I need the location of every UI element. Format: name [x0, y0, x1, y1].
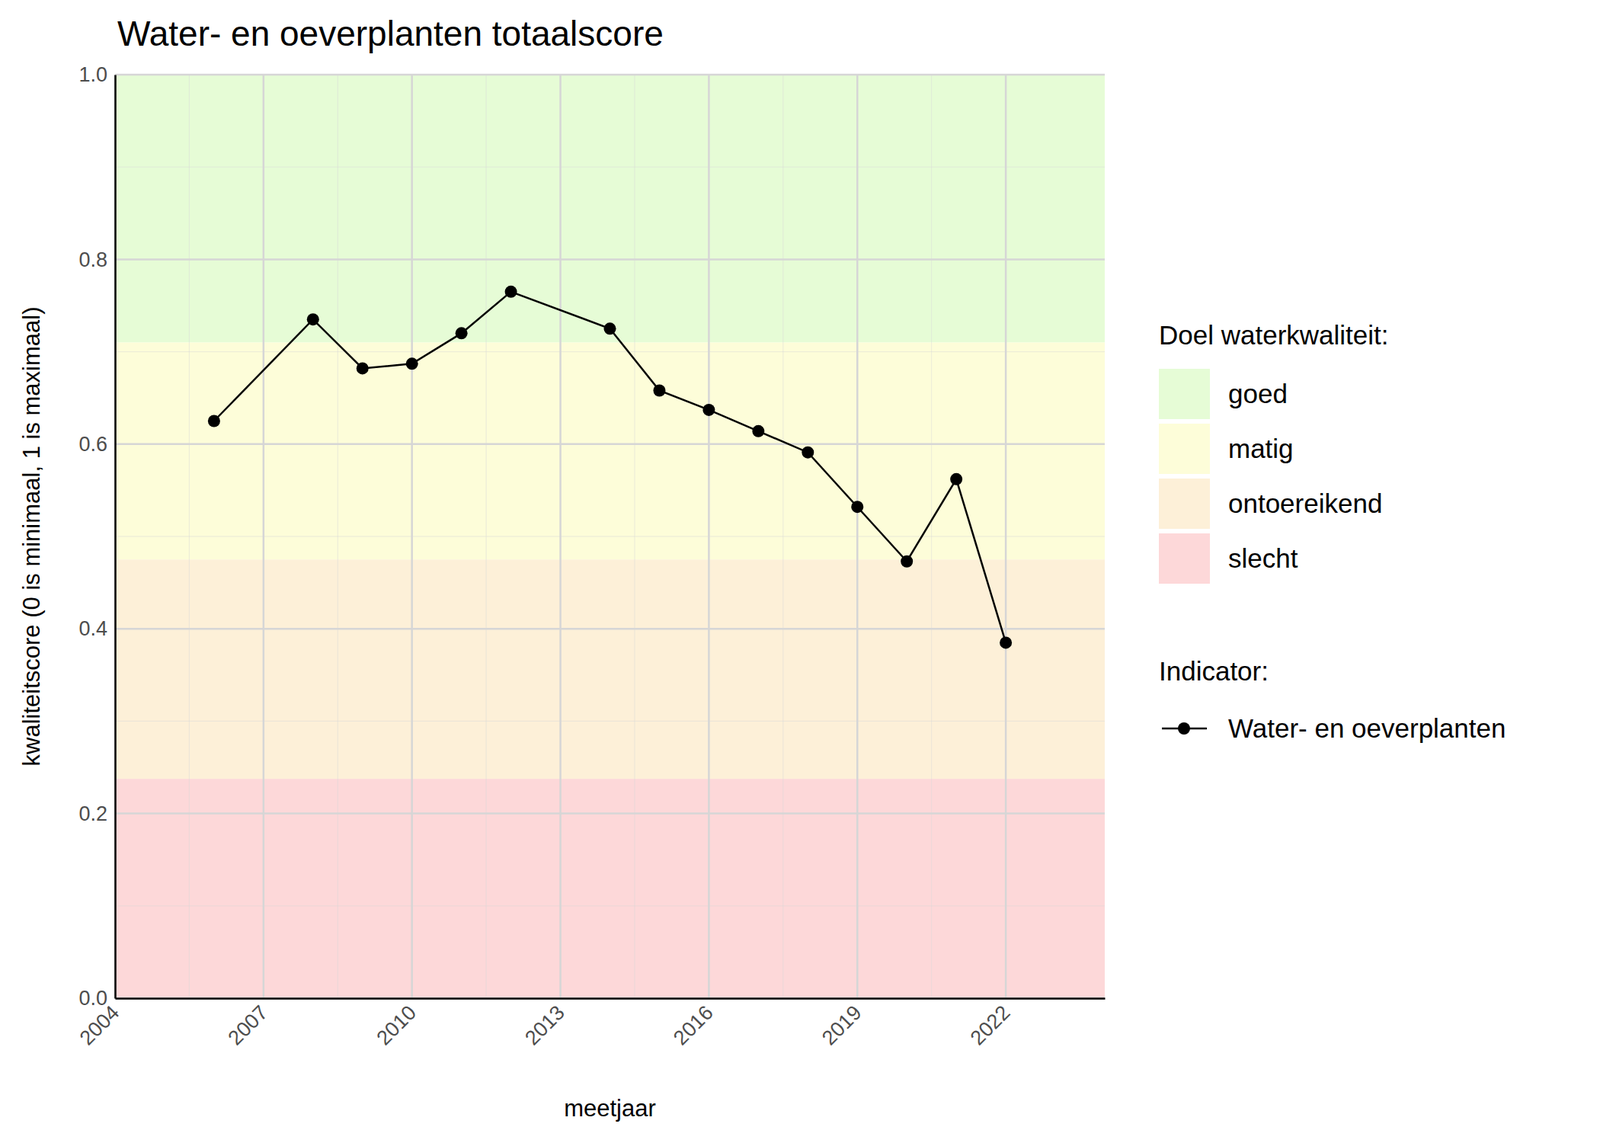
grid — [115, 74, 1105, 999]
x-tick-label: 2016 — [668, 1001, 718, 1050]
grid-line — [114, 74, 117, 999]
series-point — [999, 636, 1012, 649]
y-axis: 0.0 0.2 0.4 0.6 0.8 1.0 — [78, 63, 116, 1010]
series-point — [900, 555, 913, 568]
minor-grid-line — [782, 74, 784, 999]
x-tick: 2013 — [520, 998, 570, 1050]
x-tick: 2007 — [224, 998, 273, 1050]
series-group — [208, 285, 1012, 650]
y-tick: 0.2 — [78, 802, 116, 826]
y-tick-label: 0.6 — [78, 432, 108, 456]
series-point — [702, 403, 715, 416]
legend-title: Indicator: — [1158, 656, 1269, 686]
minor-grid-line — [337, 74, 339, 999]
x-tick-label: 2007 — [224, 1001, 273, 1050]
legend-marker — [1177, 722, 1191, 735]
legend-label: matig — [1228, 433, 1294, 464]
chart: Water- en oeverplanten totaalscore200420… — [0, 0, 1600, 1143]
legend: Doel waterkwaliteit: goed matig ontoereiken… — [1158, 320, 1506, 743]
x-axis-title: meetjaar — [563, 1094, 656, 1122]
series-point — [406, 357, 419, 370]
series-point — [455, 326, 468, 340]
legend-title: Doel waterkwaliteit: — [1158, 320, 1389, 350]
series-point — [505, 285, 518, 298]
y-tick-label: 0.0 — [78, 986, 108, 1010]
x-axis-line — [115, 997, 1106, 1000]
series-point — [307, 313, 320, 326]
grid-line — [410, 74, 413, 999]
series-point — [356, 361, 369, 375]
y-tick: 0.4 — [78, 617, 116, 640]
y-tick: 1.0 — [78, 63, 116, 87]
series-point — [801, 446, 814, 459]
x-tick: 2019 — [817, 998, 867, 1050]
grid-line — [1004, 74, 1008, 999]
series-point — [652, 384, 666, 397]
legend-swatch — [1158, 368, 1210, 420]
series-point — [604, 322, 617, 335]
legend-swatch — [1158, 478, 1210, 529]
plot: 20042007201020132016201920220.00.20.40.6… — [75, 63, 1106, 1050]
y-axis-title: kwaliteitscore (0 is minimaal, 1 is maxi… — [18, 307, 45, 767]
x-tick-label: 2019 — [817, 1001, 867, 1050]
x-tick-label: 2010 — [371, 1001, 421, 1050]
y-tick-label: 1.0 — [78, 63, 108, 87]
grid-line — [559, 74, 562, 999]
bands — [115, 74, 1105, 999]
title: Water- en oeverplanten totaalscore — [117, 13, 664, 54]
minor-grid-line — [188, 74, 190, 999]
minor-grid-line — [633, 74, 635, 999]
y-axis-line — [114, 75, 117, 999]
legend-label: ontoereikend — [1228, 488, 1383, 519]
grid-line — [856, 74, 859, 999]
y-tick-label: 0.2 — [78, 802, 108, 826]
x-tick: 2022 — [966, 998, 1015, 1050]
legend-label: slecht — [1228, 543, 1299, 573]
series-point — [208, 415, 221, 428]
legend-label: goed — [1228, 378, 1288, 409]
y-tick: 0.0 — [78, 986, 116, 1010]
legend-label: Water- en oeverplanten — [1228, 713, 1506, 743]
series-point — [950, 473, 963, 486]
y-tick: 0.8 — [78, 248, 116, 272]
x-tick: 2010 — [371, 998, 421, 1050]
x-tick: 2016 — [668, 998, 718, 1050]
series-point — [851, 500, 864, 513]
series-point — [752, 425, 765, 438]
minor-grid-line — [486, 74, 487, 999]
y-tick-label: 0.8 — [78, 248, 108, 272]
x-tick-label: 2013 — [520, 1001, 570, 1050]
minor-grid-line — [931, 74, 932, 999]
grid-line — [262, 74, 266, 999]
y-tick: 0.6 — [78, 432, 116, 456]
series-line — [214, 291, 1006, 644]
legend-swatch — [1158, 423, 1210, 474]
grid-line — [707, 74, 711, 999]
y-tick-label: 0.4 — [78, 617, 108, 640]
legend-swatch — [1158, 533, 1210, 584]
x-axis: 2004200720102013201620192022 — [75, 998, 1106, 1050]
x-tick-label: 2022 — [966, 1001, 1015, 1050]
